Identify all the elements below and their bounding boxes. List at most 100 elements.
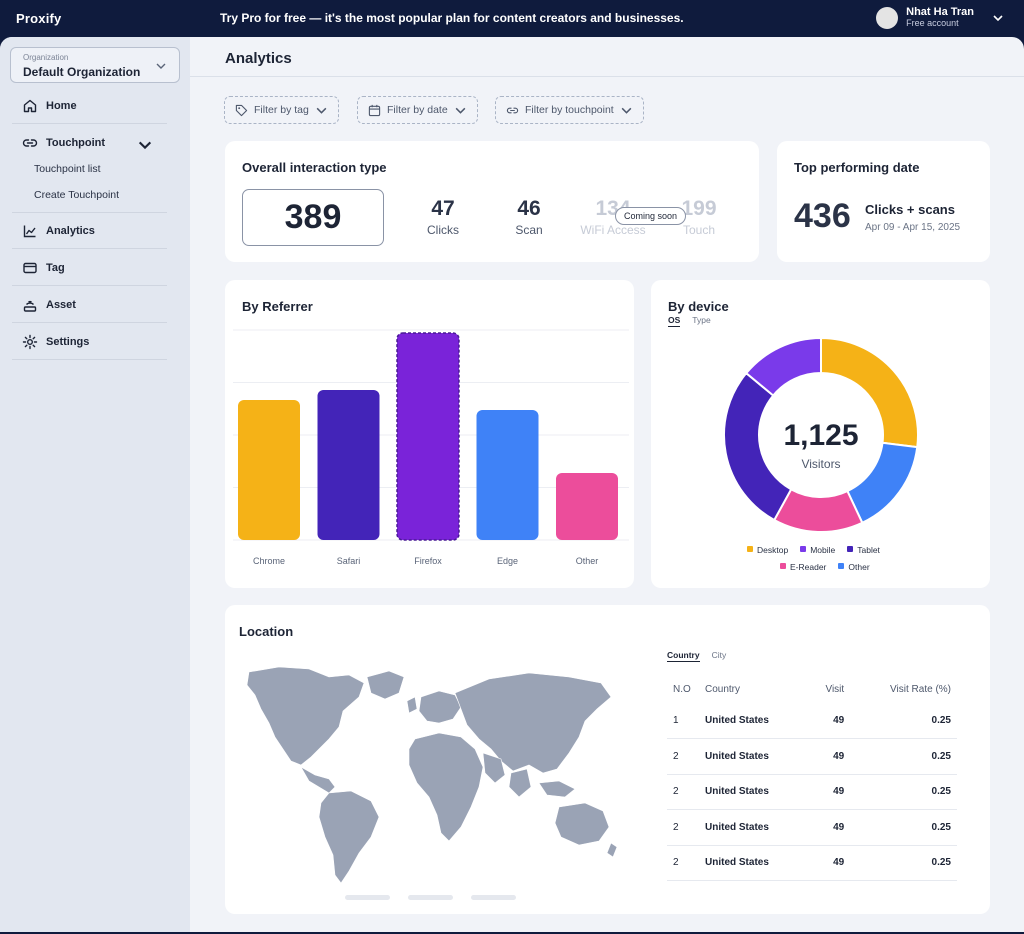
cell-visit-rate: 0.25 [844, 845, 957, 881]
cell-visit: 49 [812, 703, 845, 739]
legend-swatch [847, 546, 854, 552]
filter-by-date[interactable]: Filter by date [357, 96, 478, 124]
map-regions [246, 666, 618, 884]
cell-visit: 49 [812, 738, 845, 775]
cell-country: United States [705, 703, 813, 739]
bar-other [556, 473, 618, 540]
cell-visit: 49 [812, 774, 845, 810]
brand-logo[interactable]: Proxify [16, 11, 62, 26]
sidebar-subitem-create-touchpoint[interactable]: Create Touchpoint [34, 189, 120, 201]
sidebar-item-label: Settings [46, 335, 90, 348]
x-tick-label: Edge [497, 556, 518, 566]
stat-label: WiFi Access [580, 223, 646, 237]
stat-value: 199 [681, 197, 717, 220]
user-plan: Free account [906, 18, 959, 28]
sidebar-item-label: Home [46, 99, 77, 112]
map-page-dot[interactable] [345, 895, 390, 900]
filter-by-tag[interactable]: Filter by tag [224, 96, 339, 124]
filter-label: Filter by touchpoint [525, 104, 614, 116]
legend-swatch [838, 563, 845, 569]
cell-no: 2 [667, 809, 705, 846]
sidebar-divider [12, 212, 167, 213]
map-page-dot[interactable] [408, 895, 453, 900]
chevron-down-icon[interactable] [992, 12, 1004, 24]
user-name: Nhat Ha Tran [906, 6, 974, 18]
filter-by-touchpoint[interactable]: Filter by touchpoint [495, 96, 644, 124]
table-row[interactable]: 2 United States 49 0.25 [667, 845, 957, 881]
sidebar-item-tag[interactable]: Tag [12, 250, 167, 286]
sidebar-item-home[interactable]: Home [12, 88, 167, 124]
donut-center-label: Visitors [801, 457, 840, 471]
donut-center-value: 1,125 [783, 419, 858, 452]
map-pagination [345, 895, 516, 900]
chevron-down-icon [316, 107, 327, 114]
sidebar-item-label: Asset [46, 298, 76, 311]
cell-visit: 49 [812, 845, 845, 881]
column-header: N.O [673, 683, 691, 695]
bar-safari [317, 390, 380, 540]
cell-no: 2 [667, 774, 705, 810]
table-row[interactable]: 2 United States 49 0.25 [667, 774, 957, 810]
column-header: Country [705, 683, 741, 695]
tab-os[interactable]: OS [668, 315, 681, 327]
tab-type[interactable]: Type [692, 315, 711, 325]
slice-other [846, 441, 919, 525]
sidebar-item-asset[interactable]: Asset [12, 287, 167, 323]
organization-label: Organization [23, 53, 69, 62]
slice-mobile [744, 336, 822, 397]
tab-city[interactable]: City [711, 650, 727, 660]
cell-visit-rate: 0.25 [844, 738, 957, 775]
cell-country: United States [705, 809, 813, 846]
tab-country[interactable]: Country [667, 650, 700, 662]
device-legend-row-1: Desktop Mobile Tablet [747, 545, 880, 555]
link-icon [506, 107, 519, 113]
tag-card-icon [23, 262, 37, 273]
sidebar-item-touchpoint[interactable]: Touchpoint [12, 125, 167, 161]
legend-tablet: Tablet [847, 545, 880, 555]
chevron-down-icon [156, 63, 166, 69]
legend-label: Other [848, 562, 870, 572]
chevron-down-icon[interactable] [137, 137, 153, 153]
page-title: Analytics [225, 50, 292, 67]
sidebar-item-analytics[interactable]: Analytics [12, 213, 167, 249]
cell-visit-rate: 0.25 [844, 809, 957, 846]
sidebar-item-label: Touchpoint [46, 137, 106, 149]
x-tick-label: Firefox [414, 556, 442, 566]
user-menu[interactable]: Nhat Ha Tran Free account [876, 6, 1004, 29]
sidebar-item-label: Tag [46, 261, 65, 274]
organization-name: Default Organization [23, 65, 141, 79]
chevron-down-icon [621, 107, 632, 114]
main-content: Analytics Filter by tag Filter by date F… [190, 37, 1024, 932]
device-legend-row-2: E-Reader Other [780, 562, 870, 572]
table-row[interactable]: 2 United States 49 0.25 [667, 809, 957, 846]
sidebar-item-label: Analytics [46, 224, 95, 237]
legend-label: E-Reader [790, 562, 827, 572]
page-header: Analytics [190, 37, 1024, 77]
cell-no: 2 [667, 845, 705, 881]
sidebar-item-settings[interactable]: Settings [12, 324, 167, 360]
asset-icon [23, 300, 37, 312]
card-title: Overall interaction type [242, 160, 387, 175]
map-page-dot[interactable] [471, 895, 516, 900]
legend-other: Other [838, 562, 870, 572]
stat-label: Touch [682, 223, 716, 237]
app-shell: Organization Default Organization Home T… [0, 37, 1024, 932]
avatar[interactable] [876, 6, 899, 29]
promo-banner[interactable]: Try Pro for free — it's the most popular… [220, 11, 684, 25]
legend-e-reader: E-Reader [780, 562, 826, 572]
table-header-row: N.O Country Visit Visit Rate (%) [667, 675, 957, 703]
organization-select[interactable]: Organization Default Organization [10, 47, 180, 83]
column-header: Visit Rate (%) [890, 683, 951, 695]
card-title: Top performing date [794, 160, 920, 175]
referrer-card: By Referrer Chrome Safari Firefox Edge Other [225, 280, 634, 588]
sidebar: Organization Default Organization Home T… [0, 37, 190, 932]
x-tick-label: Other [576, 556, 599, 566]
cell-no: 1 [667, 703, 705, 739]
location-card: Location [225, 605, 990, 914]
table-row[interactable]: 1 United States 49 0.25 [667, 703, 957, 739]
table-row[interactable]: 2 United States 49 0.25 [667, 738, 957, 775]
world-map[interactable] [239, 657, 619, 887]
device-donut-chart: 1,125 Visitors [723, 336, 919, 533]
sidebar-subitem-touchpoint-list[interactable]: Touchpoint list [34, 163, 101, 175]
cell-country: United States [705, 845, 813, 881]
